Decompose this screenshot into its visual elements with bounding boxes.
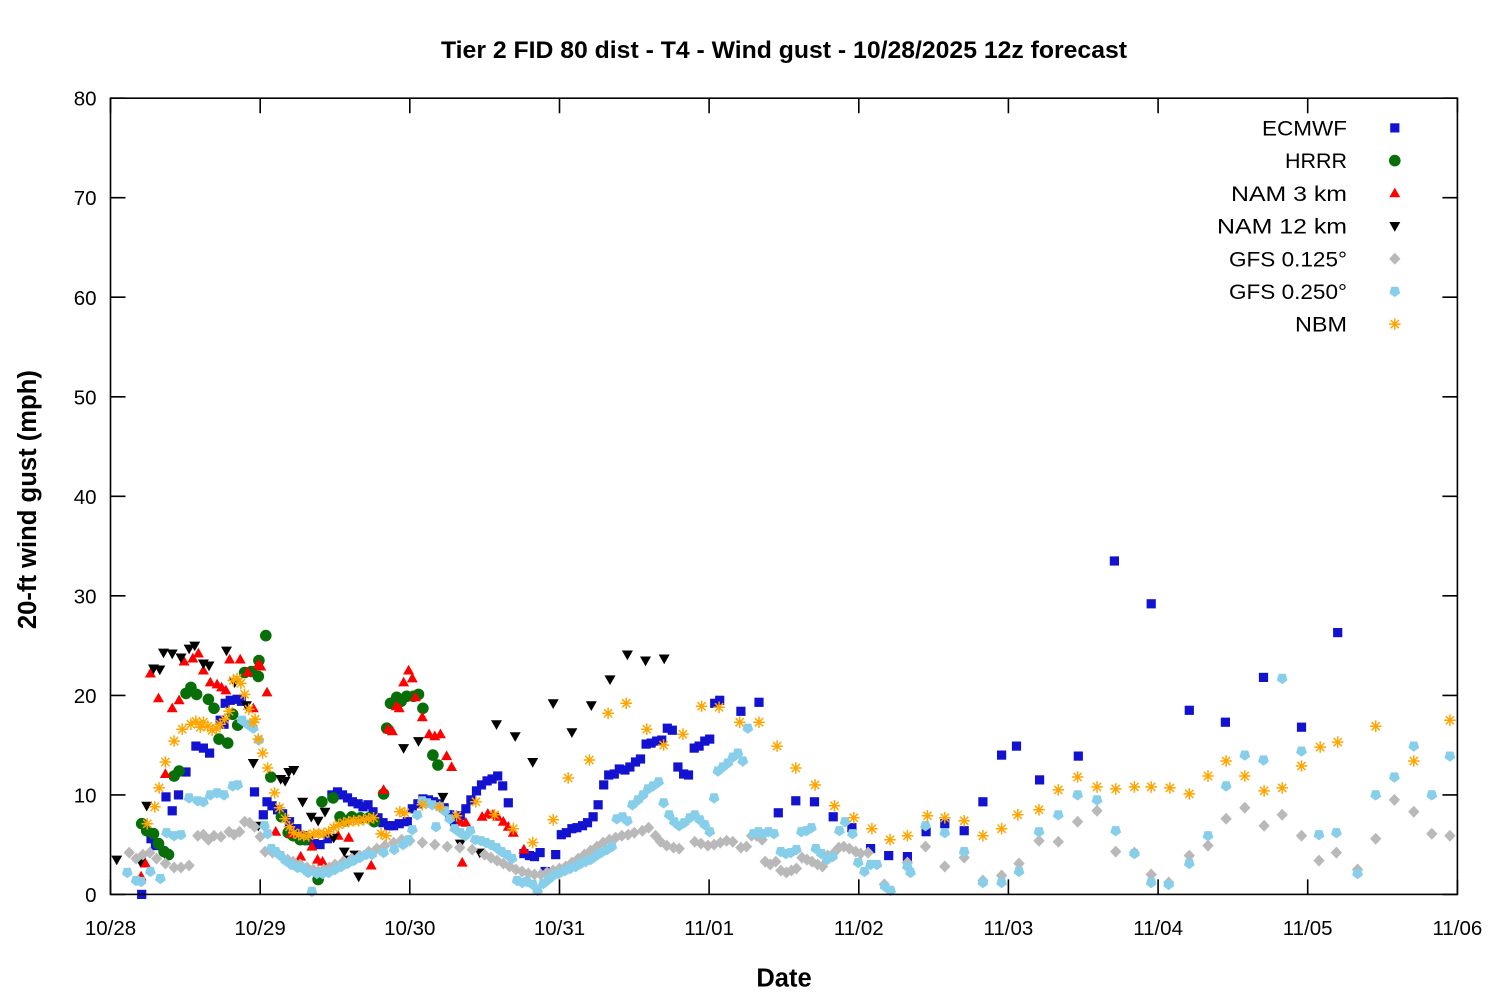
svg-text:20: 20 <box>74 685 97 708</box>
svg-text:HRRR: HRRR <box>1285 150 1347 173</box>
svg-text:30: 30 <box>74 585 97 608</box>
svg-text:NBM: NBM <box>1295 314 1347 337</box>
svg-text:11/06: 11/06 <box>1433 917 1483 940</box>
svg-text:10/29: 10/29 <box>235 917 286 940</box>
svg-text:10/30: 10/30 <box>384 917 435 940</box>
svg-text:70: 70 <box>74 187 97 210</box>
svg-text:NAM 3 km: NAM 3 km <box>1231 183 1347 206</box>
svg-text:60: 60 <box>74 287 97 310</box>
svg-text:80: 80 <box>74 88 97 111</box>
svg-text:0: 0 <box>85 884 96 907</box>
svg-text:11/01: 11/01 <box>684 917 734 940</box>
svg-text:11/05: 11/05 <box>1283 917 1333 940</box>
svg-text:11/04: 11/04 <box>1133 917 1183 940</box>
svg-text:ECMWF: ECMWF <box>1262 118 1347 141</box>
svg-text:50: 50 <box>74 386 97 409</box>
svg-text:20-ft wind gust (mph): 20-ft wind gust (mph) <box>14 370 42 629</box>
svg-text:11/03: 11/03 <box>984 917 1034 940</box>
svg-text:10: 10 <box>74 784 97 807</box>
svg-text:10/31: 10/31 <box>534 917 585 940</box>
svg-text:10/28: 10/28 <box>85 917 136 940</box>
svg-text:GFS 0.250°: GFS 0.250° <box>1229 281 1347 304</box>
svg-text:NAM 12 km: NAM 12 km <box>1217 216 1347 239</box>
svg-text:Tier 2 FID 80 dist - T4 - Wind: Tier 2 FID 80 dist - T4 - Wind gust - 10… <box>441 37 1127 64</box>
svg-text:11/02: 11/02 <box>834 917 884 940</box>
svg-text:Date: Date <box>756 965 811 993</box>
svg-text:40: 40 <box>74 486 97 509</box>
svg-text:GFS 0.125°: GFS 0.125° <box>1229 248 1347 271</box>
